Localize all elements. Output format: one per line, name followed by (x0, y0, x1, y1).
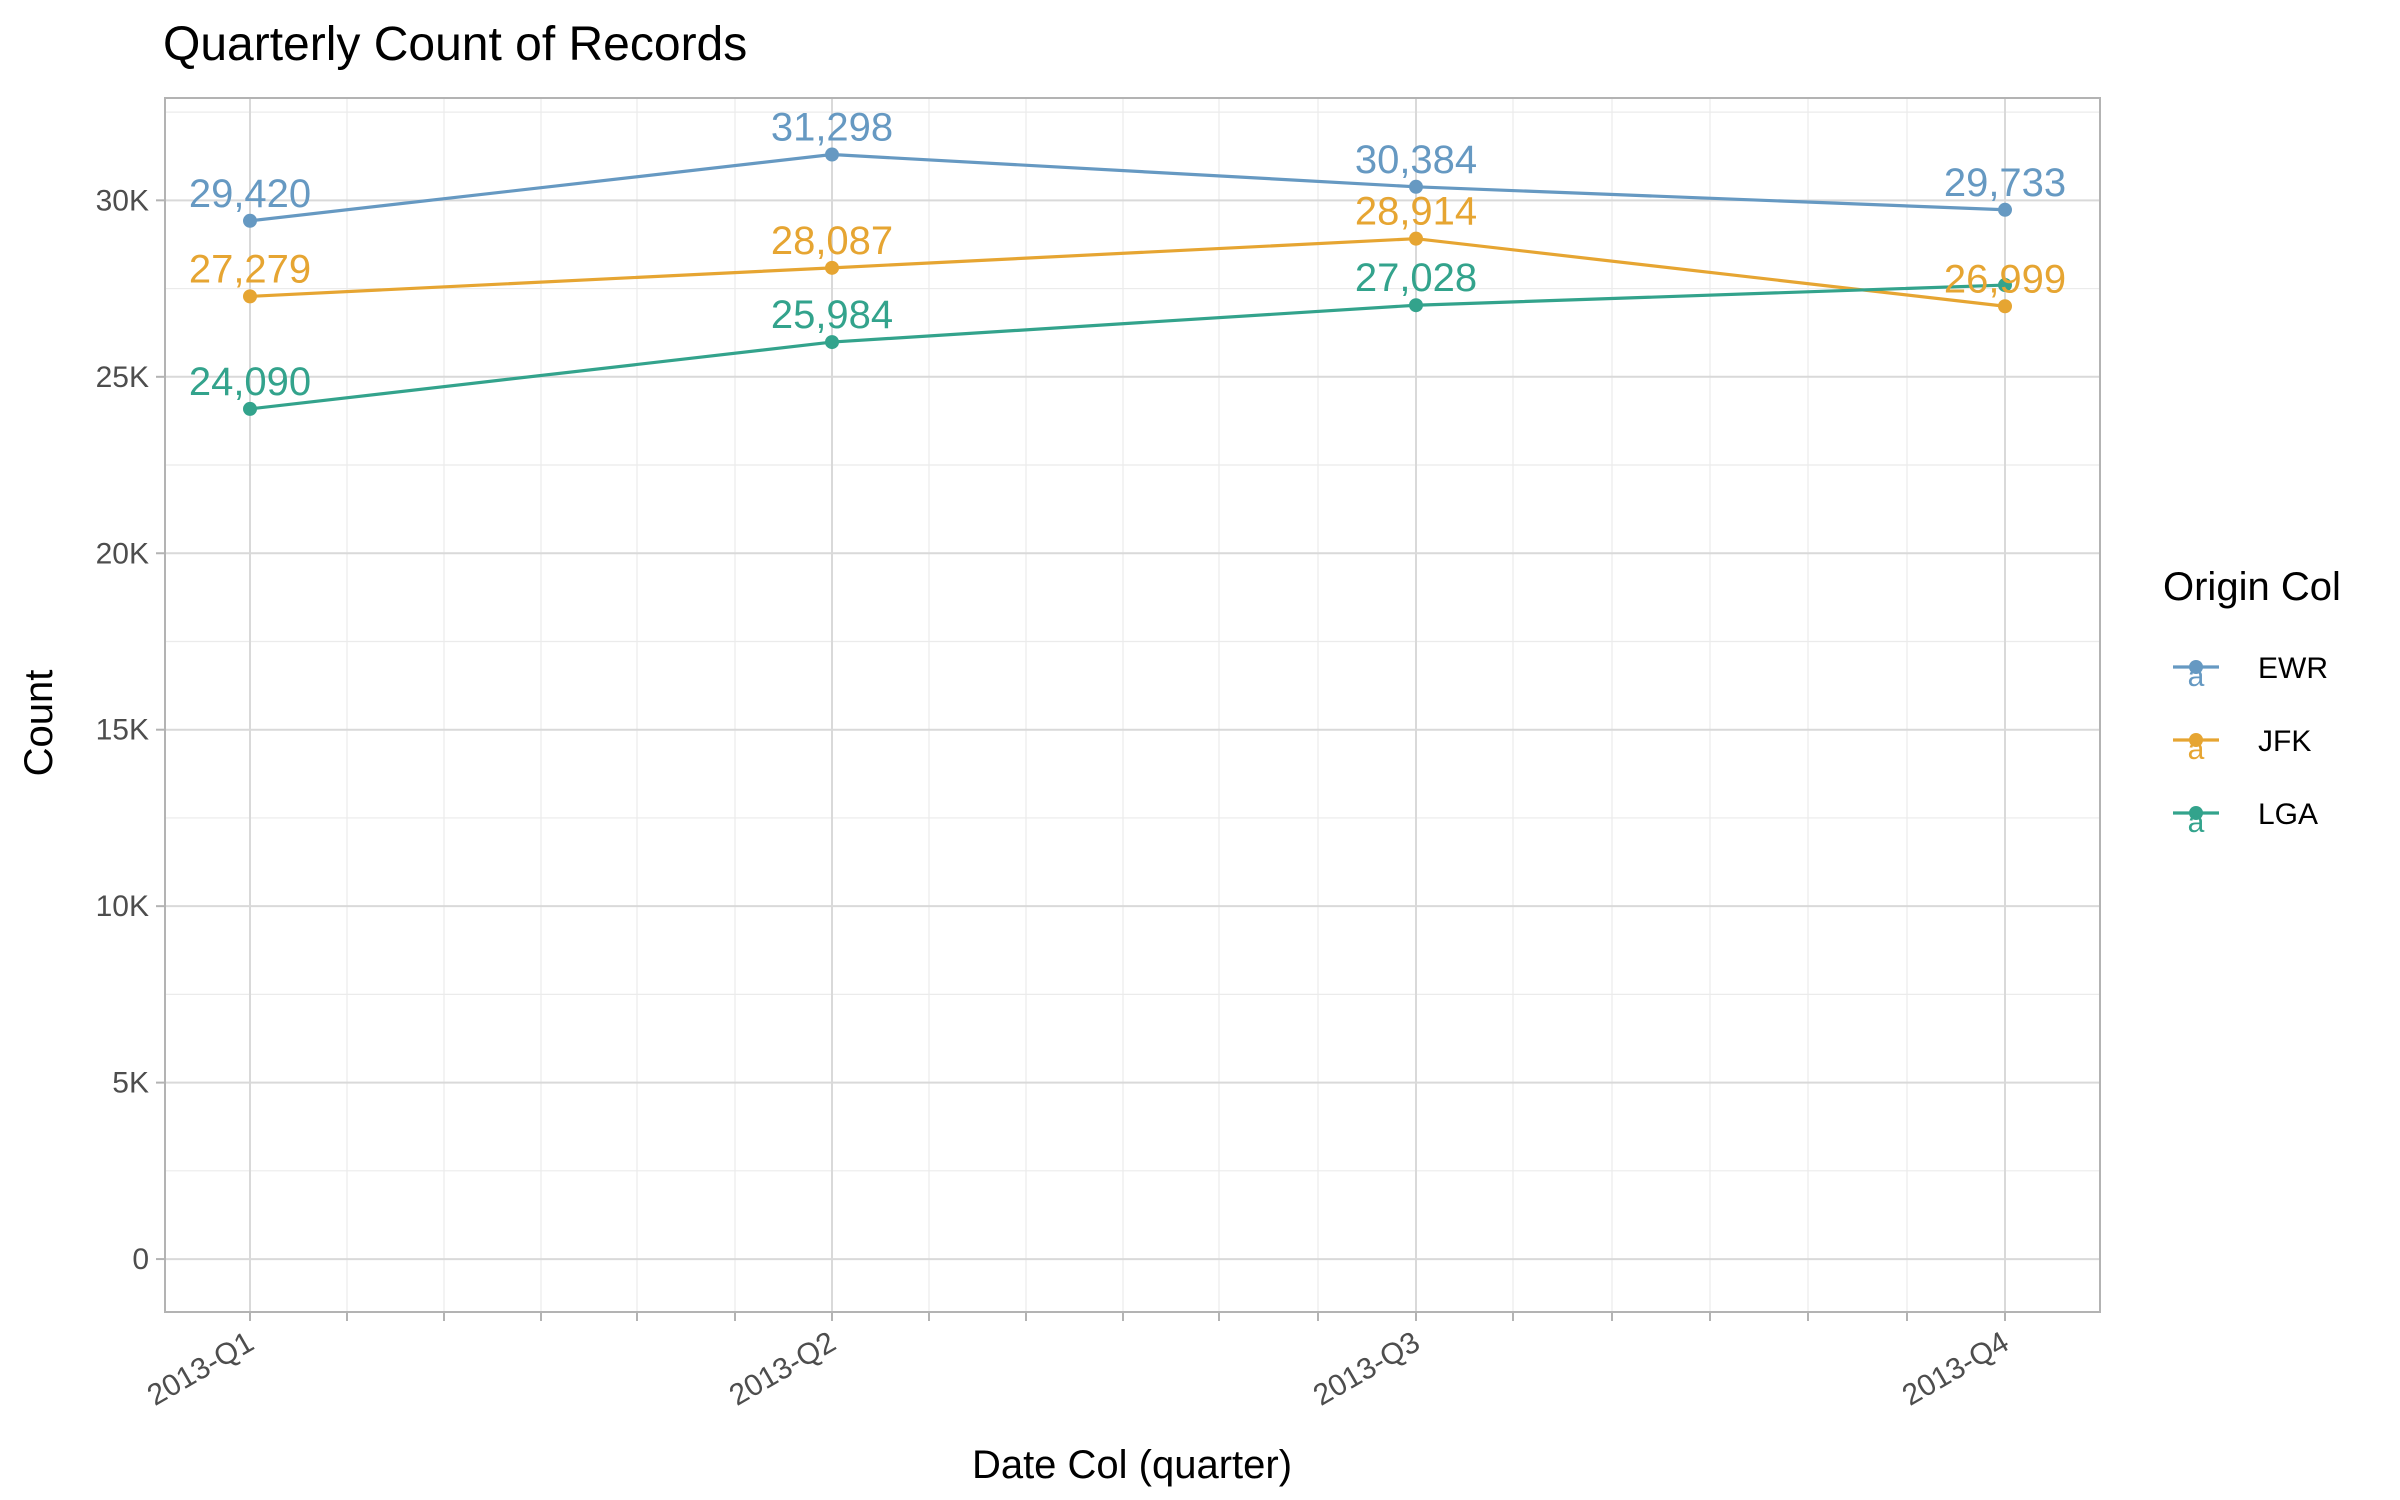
y-tick-label: 30K (96, 184, 149, 217)
series-layer (243, 147, 2012, 416)
grid (165, 98, 2100, 1312)
legend-label-jfk: JFK (2258, 725, 2311, 758)
data-point-jfk (1998, 299, 2012, 314)
data-label-jfk: 28,087 (771, 219, 893, 263)
data-label-jfk: 28,914 (1355, 190, 1477, 234)
legend-key-glyph: a (2188, 660, 2205, 693)
y-tick-label: 5K (112, 1067, 149, 1100)
y-tick-label: 20K (96, 537, 149, 570)
x-tick-label: 2013-Q2 (724, 1325, 842, 1412)
data-label-lga: 27,028 (1355, 256, 1477, 300)
x-axis: 2013-Q1 2013-Q2 2013-Q3 2013-Q4 (142, 1312, 2015, 1412)
data-label-ewr: 29,420 (189, 172, 311, 216)
legend-title: Origin Col (2163, 565, 2341, 609)
data-point-lga (243, 401, 257, 416)
series-line-jfk (249, 237, 2006, 308)
y-axis-title: Count (17, 670, 61, 777)
data-point-lga (825, 335, 839, 350)
legend-key-glyph: a (2188, 806, 2205, 839)
data-point-jfk (243, 289, 257, 304)
data-label-jfk: 27,279 (189, 247, 311, 291)
legend-key-glyph: a (2188, 733, 2205, 766)
x-axis-title: Date Col (quarter) (972, 1443, 1292, 1487)
legend-key-point (2189, 733, 2203, 747)
plot-panel (164, 97, 2101, 1313)
y-tick-label: 15K (96, 714, 149, 747)
x-tick-label: 2013-Q1 (142, 1325, 260, 1412)
legend-label-lga: LGA (2258, 798, 2318, 831)
data-label-ewr: 30,384 (1355, 138, 1477, 182)
data-label-ewr: 29,733 (1944, 161, 2066, 205)
y-tick-label: 10K (96, 890, 149, 923)
series-line-lga (249, 283, 2006, 411)
legend: Origin Col a EWR a JFK a LGA (2163, 565, 2341, 839)
legend-items: a EWR a JFK a LGA (2173, 652, 2328, 839)
data-point-ewr (825, 147, 839, 162)
chart-title: Quarterly Count of Records (163, 18, 747, 71)
series-line-ewr (249, 152, 2006, 223)
data-point-jfk (825, 260, 839, 275)
y-tick-label: 0 (132, 1243, 149, 1276)
data-label-jfk: 26,999 (1944, 257, 2066, 301)
y-tick-label: 25K (96, 361, 149, 394)
legend-key-point (2189, 660, 2203, 674)
data-point-lga (1998, 278, 2012, 293)
data-label-lga: 25,984 (771, 293, 893, 337)
data-point-lga (1409, 298, 1423, 313)
data-point-ewr (243, 213, 257, 228)
data-point-jfk (1409, 231, 1423, 246)
legend-key-point (2189, 806, 2203, 820)
data-label-ewr: 31,298 (771, 106, 893, 150)
x-tick-label: 2013-Q3 (1308, 1325, 1426, 1412)
data-label-lga: 24,090 (189, 360, 311, 404)
x-tick-label: 2013-Q4 (1897, 1325, 2015, 1412)
data-point-ewr (1998, 202, 2012, 217)
y-axis: 0 5K 10K 15K 20K 25K 30K (96, 184, 165, 1276)
data-labels: 29,420 31,298 30,384 29,733 27,279 28,087 28,9… (189, 106, 2066, 404)
legend-label-ewr: EWR (2258, 652, 2328, 685)
data-point-ewr (1409, 179, 1423, 194)
